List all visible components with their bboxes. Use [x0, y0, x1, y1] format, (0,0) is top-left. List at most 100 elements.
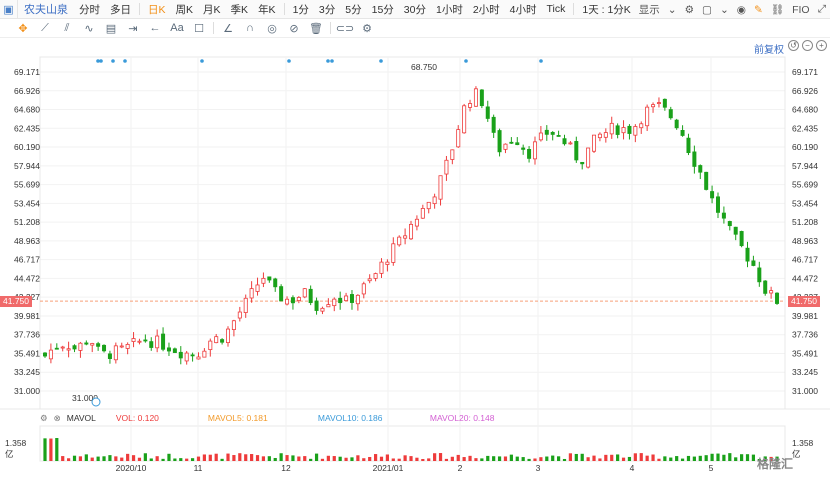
hide-icon[interactable]: ⊘ [289, 22, 299, 35]
indicator-close-icon[interactable]: ⊗ [53, 412, 61, 423]
layout-icon[interactable]: ▢ [702, 3, 712, 16]
event-marker-icon[interactable] [539, 59, 543, 63]
candle [532, 141, 537, 160]
arrow-tool-icon[interactable]: ← [149, 22, 161, 34]
tab-timeframe-11[interactable]: 30分 [403, 3, 426, 16]
candle [131, 338, 136, 342]
date-axis-label: 2020/10 [116, 463, 147, 473]
tab-timeframe-6[interactable]: 年K [258, 3, 276, 16]
volume-bar [309, 458, 313, 461]
candle [633, 126, 638, 136]
fibonacci-tool-icon[interactable]: ▤ [105, 22, 117, 35]
price-axis-label-right: 69.171 [792, 67, 818, 77]
candle [603, 132, 608, 138]
candle [149, 341, 154, 348]
chart-settings-icon[interactable]: ⚙ [362, 22, 372, 35]
tab-timeframe-8[interactable]: 3分 [318, 3, 336, 16]
tab-timeframe-13[interactable]: 2小时 [472, 3, 500, 16]
candle [113, 345, 118, 361]
indicator-name[interactable]: MAVOL [66, 413, 96, 423]
adjust-mode[interactable]: 前复权 [754, 45, 784, 56]
pencil-icon[interactable]: ✎ [753, 3, 763, 16]
dividend-event-icon[interactable] [91, 397, 101, 407]
volume-bar [232, 455, 236, 461]
camera-icon[interactable]: ◉ [736, 3, 746, 16]
chevron-down-icon[interactable]: ⌄ [667, 3, 677, 16]
tab-timeframe-3[interactable]: 周K [175, 3, 194, 16]
volume-bar [131, 455, 136, 461]
undo-icon[interactable]: ↺ [788, 40, 799, 51]
event-marker-icon[interactable] [99, 59, 103, 63]
candle [137, 340, 142, 343]
tab-timeframe-12[interactable]: 1小时 [435, 3, 463, 16]
event-marker-icon[interactable] [464, 59, 468, 63]
tab-timeframe-1[interactable]: 多日 [110, 3, 131, 16]
volume-bar [427, 458, 431, 461]
volume-bar [663, 456, 667, 461]
event-marker-icon[interactable] [200, 59, 204, 63]
watermark-logo: 格隆汇 [757, 457, 794, 471]
candle [261, 277, 266, 284]
eraser-icon[interactable]: ∠ [223, 22, 233, 35]
zoom-out-icon[interactable]: − [802, 40, 813, 51]
channel-tool-icon[interactable]: ⫽ [64, 21, 70, 34]
magnet-icon[interactable]: ∩ [246, 22, 254, 34]
tab-timeframe-16[interactable]: 1天 : 1分K [582, 3, 631, 16]
candle [96, 343, 101, 347]
chevron-down-icon[interactable]: ⌄ [719, 3, 729, 16]
indicator-settings-icon[interactable]: ⚙ [40, 412, 48, 423]
compare-icon[interactable]: ⊂⊃ [335, 22, 355, 35]
candle [745, 247, 750, 262]
tab-timeframe-14[interactable]: 4小时 [509, 3, 537, 16]
crosshair-icon[interactable]: ✥ [18, 22, 28, 35]
tab-timeframe-10[interactable]: 15分 [371, 3, 394, 16]
settings-icon[interactable]: ⚙ [684, 3, 695, 16]
text-tool-icon[interactable]: Aa [170, 22, 184, 34]
line-tool-icon[interactable]: ⟋ [41, 21, 49, 34]
event-marker-icon[interactable] [287, 59, 291, 63]
candle [249, 288, 254, 299]
candle [444, 159, 449, 175]
event-marker-icon[interactable] [379, 59, 383, 63]
tab-timeframe-15[interactable]: Tick [546, 3, 566, 15]
event-marker-icon[interactable] [111, 59, 115, 63]
event-marker-icon[interactable] [96, 59, 100, 63]
candle [190, 354, 195, 357]
event-marker-icon[interactable] [326, 59, 330, 63]
volume-bar [527, 458, 531, 461]
sidebar-toggle-icon[interactable]: ▣ [0, 0, 18, 19]
tab-timeframe-9[interactable]: 5分 [345, 3, 362, 16]
tab-timeframe-5[interactable]: 季K [230, 3, 249, 16]
tab-timeframe-2[interactable]: 日K [148, 3, 166, 16]
candle [586, 147, 591, 168]
candle [60, 346, 65, 349]
tab-timeframe-7[interactable]: 1分 [292, 3, 309, 16]
event-marker-icon[interactable] [330, 59, 334, 63]
candle [166, 347, 171, 352]
candle [574, 141, 579, 161]
candle [355, 294, 360, 305]
volume-bar [462, 457, 466, 461]
volume-bar [562, 458, 567, 461]
tab-timeframe-4[interactable]: 月K [203, 3, 221, 16]
stock-name[interactable]: 农夫山泉 [24, 4, 68, 16]
fio-label[interactable]: FIO [792, 3, 810, 16]
volume-bar [598, 458, 602, 461]
display-menu[interactable]: 显示 [638, 4, 660, 16]
lock-icon[interactable]: ◎ [267, 22, 277, 35]
trash-icon[interactable]: 🗑 [309, 22, 323, 35]
measure-tool-icon[interactable]: ⇥ [128, 22, 138, 35]
wave-tool-icon[interactable]: ∿ [84, 22, 94, 35]
zoom-in-icon[interactable]: + [816, 40, 827, 51]
comment-tool-icon[interactable]: ☐ [194, 22, 204, 35]
timeframe-tabs: 分时 多日 日K 周K 月K 季K 年K 1分 3分 5分 15分 30分 1小时 2小时 4小时 Tick 1… [74, 2, 636, 17]
event-marker-icon[interactable] [123, 59, 127, 63]
volume-bar [710, 453, 714, 461]
fullscreen-icon[interactable]: ⤢ [817, 3, 826, 15]
candle [627, 125, 632, 134]
date-axis-label: 3 [536, 463, 541, 473]
link-icon[interactable]: ⛓ [770, 4, 785, 16]
volume-bar [279, 453, 283, 461]
tab-timeframe-0[interactable]: 分时 [79, 3, 100, 16]
